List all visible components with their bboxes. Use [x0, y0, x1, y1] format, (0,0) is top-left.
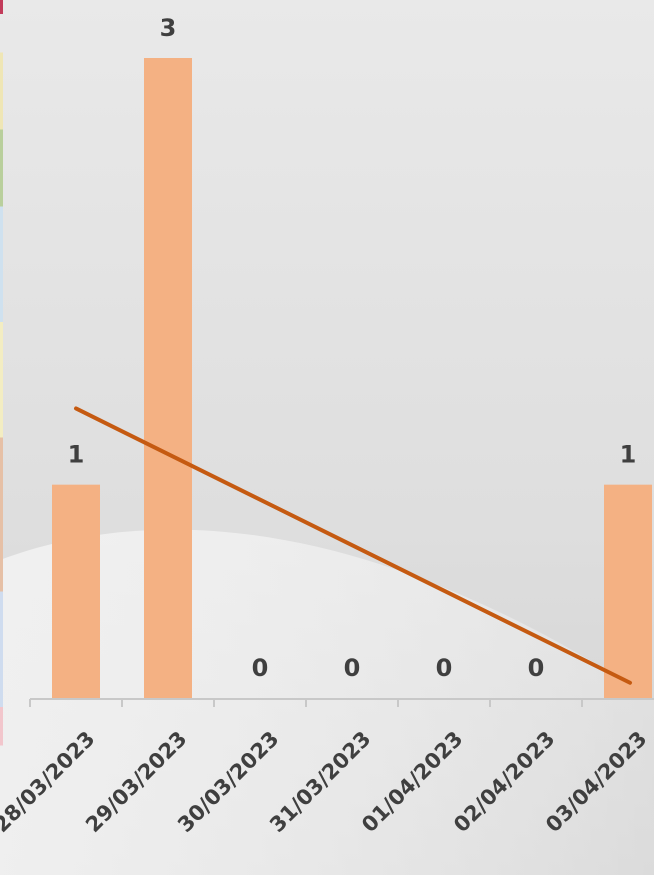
data-label: 0 [528, 654, 545, 682]
data-label: 0 [436, 654, 453, 682]
trendline-layer [74, 406, 632, 685]
left-strip-segment [0, 206, 3, 245]
left-strip-segment [0, 245, 3, 284]
data-labels-layer: 1 3 0 0 0 0 1 [68, 14, 637, 682]
left-strip-segment [0, 129, 3, 168]
left-strip-segment [0, 52, 3, 91]
bars-layer [52, 58, 652, 698]
bar [52, 484, 100, 698]
left-strip-segment [0, 283, 3, 322]
data-label: 1 [68, 441, 85, 469]
left-strip-segment [0, 514, 3, 553]
left-strip-segment [0, 591, 3, 630]
trendline [74, 406, 632, 685]
bar [144, 58, 192, 698]
left-strip-segment [0, 168, 3, 207]
left-strip-segment [0, 91, 3, 130]
left-strip-segment [0, 630, 3, 669]
left-strip-segment [0, 668, 3, 707]
left-strip-segment [0, 707, 3, 746]
data-label: 3 [160, 14, 177, 42]
left-edge-strip [0, 0, 3, 746]
x-axis [29, 698, 654, 707]
data-label: 1 [620, 441, 637, 469]
left-strip-segment [0, 437, 3, 476]
left-strip-segment [0, 399, 3, 438]
left-strip-segment [0, 553, 3, 592]
data-label: 0 [344, 654, 361, 682]
left-strip-segment [0, 0, 3, 14]
left-strip-segment [0, 322, 3, 361]
bar [604, 484, 652, 698]
left-strip-segment [0, 360, 3, 399]
data-label: 0 [252, 654, 269, 682]
left-strip-segment [0, 476, 3, 515]
